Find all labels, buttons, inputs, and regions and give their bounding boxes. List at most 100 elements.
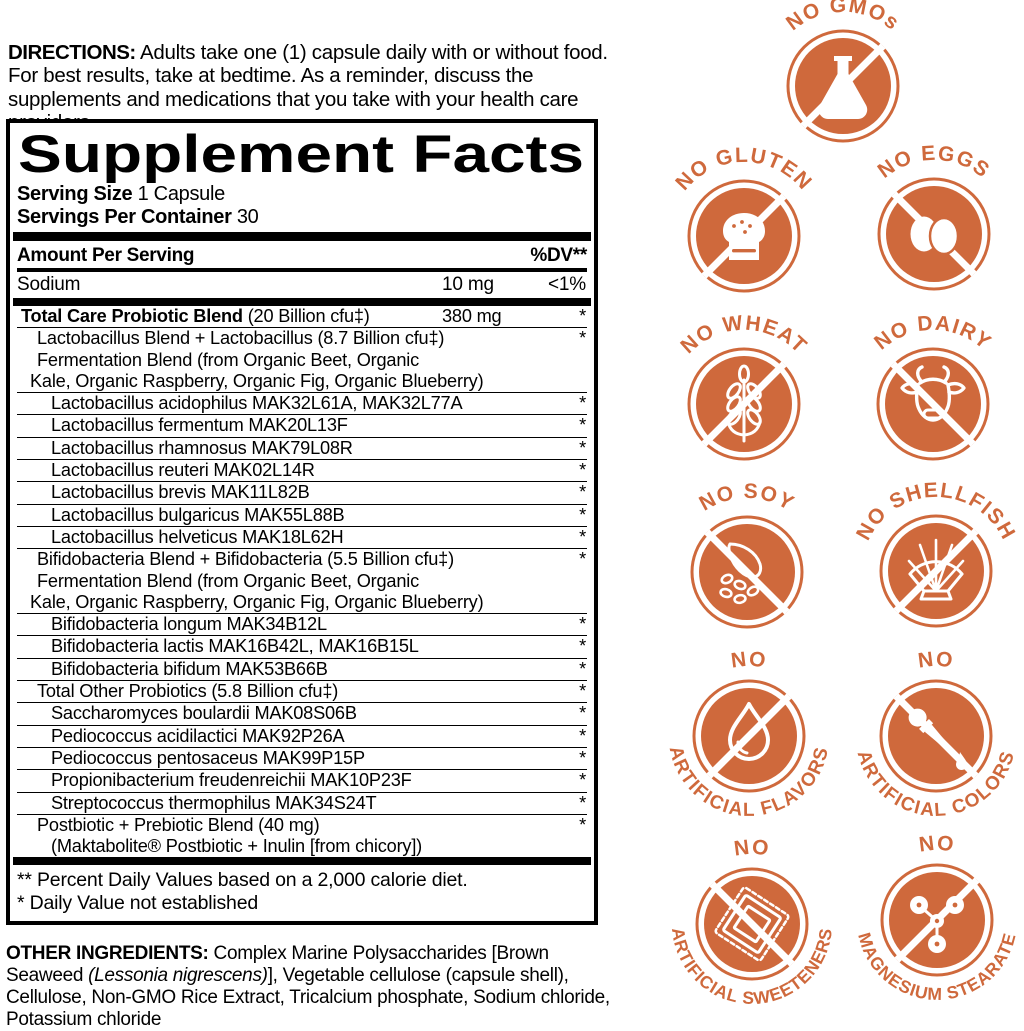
badge-no-artificial-sweeteners: NO ARTIFICIAL SWEETENERS	[652, 824, 852, 1024]
servings-per-container-row: Servings Per Container 30	[17, 206, 587, 229]
table-row: Lactobacillus rhamnosus MAK79L08R *	[17, 438, 587, 461]
table-row: Total Care Probiotic Blend (20 Billion c…	[17, 306, 587, 329]
other-ingredients-latin: (Lessonia nigrescens)	[88, 965, 268, 986]
row-dv: *	[579, 636, 586, 657]
table-row: Pediococcus acidilactici MAK92P26A *	[17, 726, 587, 748]
row-name: Fermentation Blend (from Organic Beet, O…	[37, 570, 420, 591]
badge-no-gluten: NO GLUTEN	[644, 136, 844, 336]
badge-no-artificial-flavors: NO ARTIFICIAL FLAVORS	[649, 636, 849, 836]
row-dv: *	[579, 703, 586, 724]
row-dv: *	[579, 658, 586, 679]
row-dv: *	[579, 328, 586, 349]
table-row: Lactobacillus reuteri MAK02L14R *	[17, 460, 587, 483]
row-name: Lactobacillus Blend + Lactobacillus (8.7…	[37, 328, 445, 349]
badge-top-label: NO	[917, 648, 956, 673]
dropper-icon	[908, 708, 967, 770]
table-row: Streptococcus thermophilus MAK34S24T *	[17, 793, 587, 815]
table-row: Total Other Probiotics (5.8 Billion cfu‡…	[17, 681, 587, 704]
table-row: Lactobacillus fermentum MAK20L13F *	[17, 415, 587, 438]
row-name: Pediococcus acidilactici MAK92P26A	[51, 725, 345, 746]
other-ingredients-label: OTHER INGREDIENTS:	[6, 943, 209, 964]
badge-top-label: NO EGGS	[874, 142, 995, 183]
servings-label: Servings Per Container	[17, 206, 232, 228]
molecule-icon	[910, 896, 964, 953]
sodium-dv: <1%	[548, 274, 586, 295]
badge-no-eggs: NO EGGS	[834, 134, 1024, 334]
wheat-icon	[726, 364, 762, 443]
row-name-bold: Total Care Probiotic Blend	[21, 306, 243, 326]
table-row: Lactobacillus acidophilus MAK32L61A, MAK…	[17, 393, 587, 416]
table-row: Bifidobacteria Blend + Bifidobacteria (5…	[17, 549, 587, 570]
table-row: Saccharomyces boulardii MAK08S06B *	[17, 703, 587, 726]
soybean-icon	[719, 542, 763, 605]
table-row: Lactobacillus bulgaricus MAK55L88B *	[17, 505, 587, 527]
row-name: Lactobacillus helveticus MAK18L62H	[51, 526, 344, 547]
badge-no-magnesium-stearate: NO MAGNESIUM STEARATE	[837, 820, 1024, 1020]
row-dv: *	[579, 814, 586, 835]
row-amount: 380 mg	[442, 306, 502, 326]
amount-per-serving-header: Amount Per Serving %DV**	[17, 243, 587, 272]
badge-no-dairy: NO DAIRY	[833, 304, 1024, 504]
row-name: Total Other Probiotics (5.8 Billion cfu‡…	[37, 681, 339, 702]
table-row: Postbiotic + Prebiotic Blend (40 mg) (Ma…	[17, 815, 587, 858]
sweetener-packet-icon	[714, 886, 790, 962]
panel-title-text: Supplement Facts	[18, 125, 584, 184]
badge-top-label: NO	[733, 836, 772, 861]
row-dv: *	[579, 549, 586, 570]
row-name-line2: Kale, Organic Raspberry, Organic Fig, Or…	[30, 370, 484, 391]
row-name: Postbiotic + Prebiotic Blend (40 mg)	[37, 814, 320, 835]
dv-header-label: %DV**	[530, 245, 587, 266]
badge-top-label: NO SOY	[696, 480, 799, 516]
thick-divider	[13, 298, 591, 306]
sodium-row: Sodium 10 mg <1%	[17, 272, 587, 298]
row-dv: *	[579, 747, 586, 768]
shell-icon	[907, 538, 965, 601]
table-row: Fermentation Blend (from Organic Beet, O…	[17, 571, 587, 615]
row-dv: *	[579, 393, 586, 414]
table-row: Fermentation Blend (from Organic Beet, O…	[17, 350, 587, 394]
badge-no-gmos: NO GMOs	[743, 0, 943, 186]
row-dv: *	[579, 504, 586, 525]
other-ingredients-text: Complex Marine Polysaccharides [Brown Se…	[6, 943, 549, 986]
other-ingredients-paragraph: OTHER INGREDIENTS: Complex Marine Polysa…	[6, 943, 626, 1031]
sodium-name: Sodium	[17, 274, 81, 295]
row-name: (20 Billion cfu‡)	[242, 306, 370, 326]
row-name: Bifidobacteria Blend + Bifidobacteria (5…	[37, 549, 454, 570]
row-name: Fermentation Blend (from Organic Beet, O…	[37, 349, 420, 370]
row-dv: *	[579, 460, 586, 481]
row-name: Bifidobacteria lactis MAK16B42L, MAK16B1…	[51, 636, 419, 657]
table-row: Lactobacillus Blend + Lactobacillus (8.7…	[17, 328, 587, 349]
badge-no-shellfish: NO SHELLFISH	[836, 471, 1024, 671]
row-dv: *	[579, 526, 586, 547]
table-row: Pediococcus pentosaceus MAK99P15P *	[17, 747, 587, 771]
serving-size-value: 1 Capsule	[132, 183, 226, 205]
row-name: Lactobacillus bulgaricus MAK55L88B	[51, 504, 345, 525]
row-dv: *	[579, 725, 586, 746]
footnotes: ** Percent Daily Values based on a 2,000…	[17, 865, 587, 917]
amount-header-label: Amount Per Serving	[17, 245, 195, 266]
badge-top-label: NO WHEAT	[676, 311, 811, 358]
supplement-facts-panel: Supplement Facts Serving Size 1 Capsule …	[6, 119, 598, 926]
row-name-line2: Kale, Organic Raspberry, Organic Fig, Or…	[30, 591, 484, 612]
footnote-dv-not-established: * Daily Value not established	[17, 892, 258, 915]
ingredient-rows: Total Care Probiotic Blend (20 Billion c…	[17, 306, 587, 857]
thick-divider	[13, 232, 591, 241]
row-name: Bifidobacteria bifidum MAK53B66B	[51, 658, 328, 679]
footnote-daily-values: ** Percent Daily Values based on a 2,000…	[17, 869, 468, 892]
row-name-line2: (Maktabolite® Postbiotic + Inulin [from …	[51, 836, 423, 857]
row-dv: *	[579, 614, 586, 635]
row-name: Propionibacterium freudenreichii MAK10P2…	[51, 770, 412, 791]
row-dv: *	[579, 770, 586, 791]
row-name: Lactobacillus fermentum MAK20L13F	[51, 415, 348, 436]
badge-no-soy: NO SOY	[647, 472, 847, 672]
directions-paragraph: DIRECTIONS: Adults take one (1) capsule …	[8, 41, 608, 135]
row-name: Pediococcus pentosaceus MAK99P15P	[51, 747, 365, 768]
row-name: Streptococcus thermophilus MAK34S24T	[51, 792, 377, 813]
table-row: Bifidobacteria bifidum MAK53B66B *	[17, 658, 587, 682]
row-name: Lactobacillus brevis MAK11L82B	[51, 482, 310, 503]
serving-size-row: Serving Size 1 Capsule	[17, 183, 587, 206]
badge-no-wheat: NO WHEAT	[644, 304, 844, 504]
droplet-icon	[728, 702, 770, 761]
table-row: Bifidobacteria longum MAK34B12L *	[17, 614, 587, 637]
sodium-amount: 10 mg	[442, 274, 494, 295]
